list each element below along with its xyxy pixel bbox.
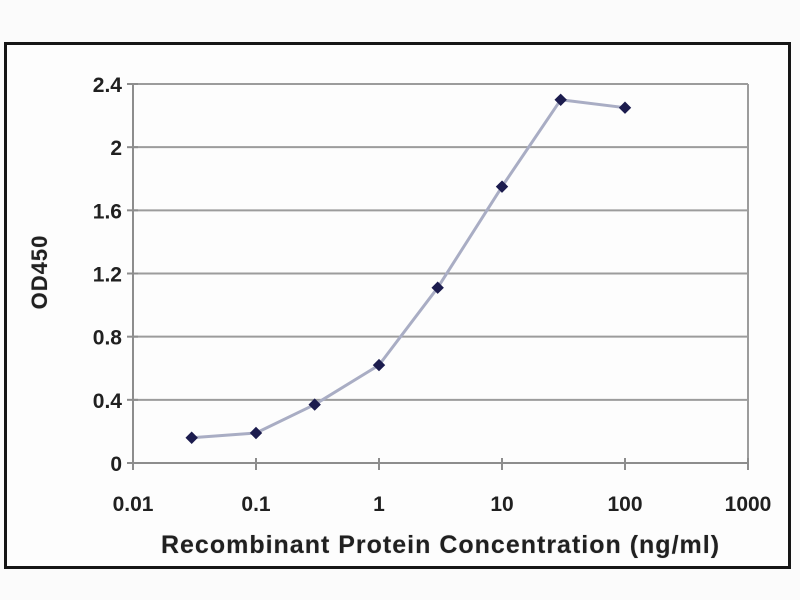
x-axis-title: Recombinant Protein Concentration (ng/ml… <box>160 531 721 559</box>
y-tick-label: 0.4 <box>93 390 123 413</box>
x-tick-label: 100 <box>607 493 642 516</box>
chart-frame <box>4 42 791 569</box>
data-point-marker <box>185 431 198 444</box>
x-tick-label: 1 <box>373 493 385 516</box>
y-tick-label: 1.2 <box>93 264 122 287</box>
y-tick-label: 2.4 <box>93 74 123 97</box>
y-tick-label: 0.8 <box>93 327 123 350</box>
y-axis-title: OD450 <box>27 234 52 310</box>
data-point-marker <box>554 93 567 106</box>
data-point-marker <box>308 398 321 411</box>
data-point-marker <box>495 180 509 193</box>
data-point-marker <box>431 281 444 294</box>
x-tick-label: 0.1 <box>241 493 271 516</box>
y-tick-label: 2 <box>110 137 122 160</box>
data-point-marker <box>372 358 386 372</box>
data-point-marker <box>618 101 632 114</box>
data-point-marker <box>249 426 263 440</box>
y-tick-label: 1.6 <box>93 200 122 223</box>
x-tick-label: 0.01 <box>113 493 154 516</box>
x-tick-label: 1000 <box>725 493 772 516</box>
x-tick-label: 10 <box>490 493 513 516</box>
series-line <box>190 98 627 440</box>
y-tick-label: 0 <box>110 453 122 476</box>
